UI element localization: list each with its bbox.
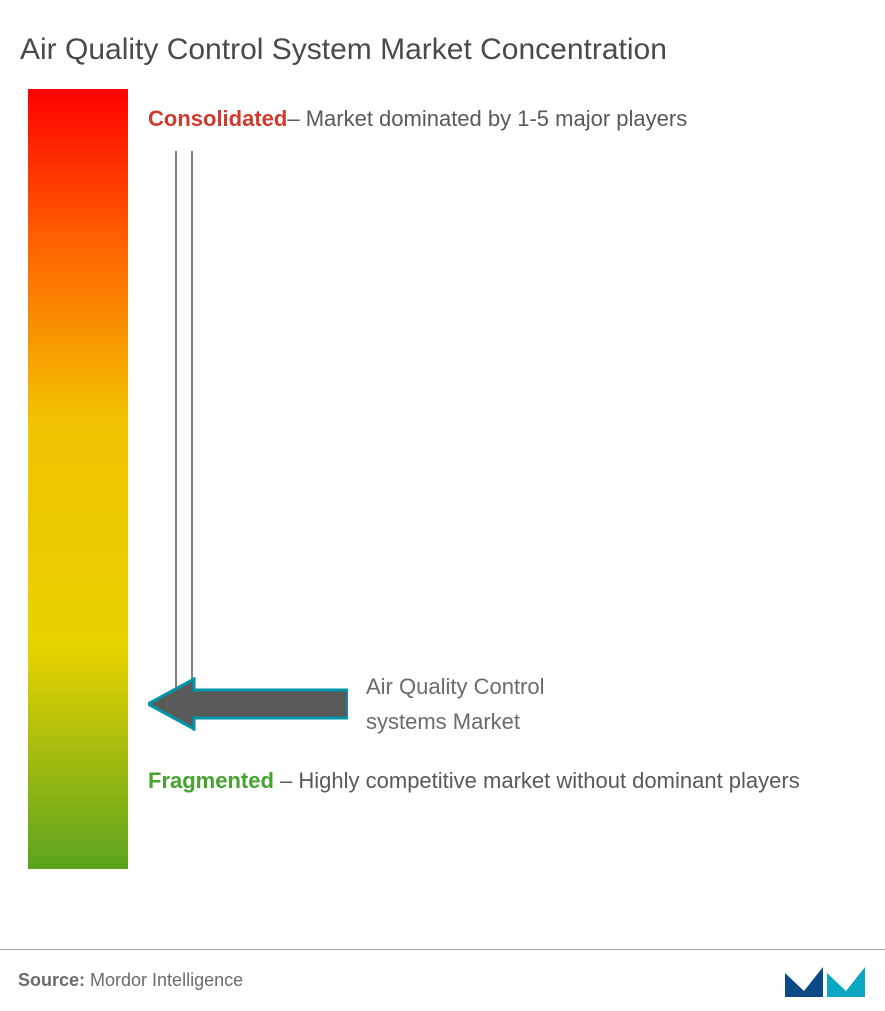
page-title: Air Quality Control System Market Concen… [20,30,865,71]
mordor-logo-icon [783,963,867,999]
labels-area: Consolidated– Market dominated by 1-5 ma… [148,89,865,879]
fragmented-term: Fragmented [148,768,274,793]
infographic-root: Air Quality Control System Market Concen… [0,0,885,1011]
source-text: Mordor Intelligence [85,970,243,990]
fragmented-label: Fragmented – Highly competitive market w… [148,757,865,805]
source-prefix: Source: [18,970,85,990]
concentration-gradient-bar [28,89,128,874]
marker-label: Air Quality Control systems Market [366,669,545,739]
content-area: Consolidated– Market dominated by 1-5 ma… [20,89,865,879]
consolidated-desc: – Market dominated by 1-5 major players [287,106,687,131]
consolidated-term: Consolidated [148,106,287,131]
marker-label-line1: Air Quality Control [366,674,545,699]
connector-lines [168,151,208,711]
consolidated-label: Consolidated– Market dominated by 1-5 ma… [148,95,865,143]
marker-arrow-icon [148,677,348,731]
footer: Source: Mordor Intelligence [0,949,885,1011]
fragmented-desc: – Highly competitive market without domi… [274,768,800,793]
marker-label-line2: systems Market [366,709,520,734]
market-marker: Air Quality Control systems Market [148,669,545,739]
source-line: Source: Mordor Intelligence [18,970,243,991]
